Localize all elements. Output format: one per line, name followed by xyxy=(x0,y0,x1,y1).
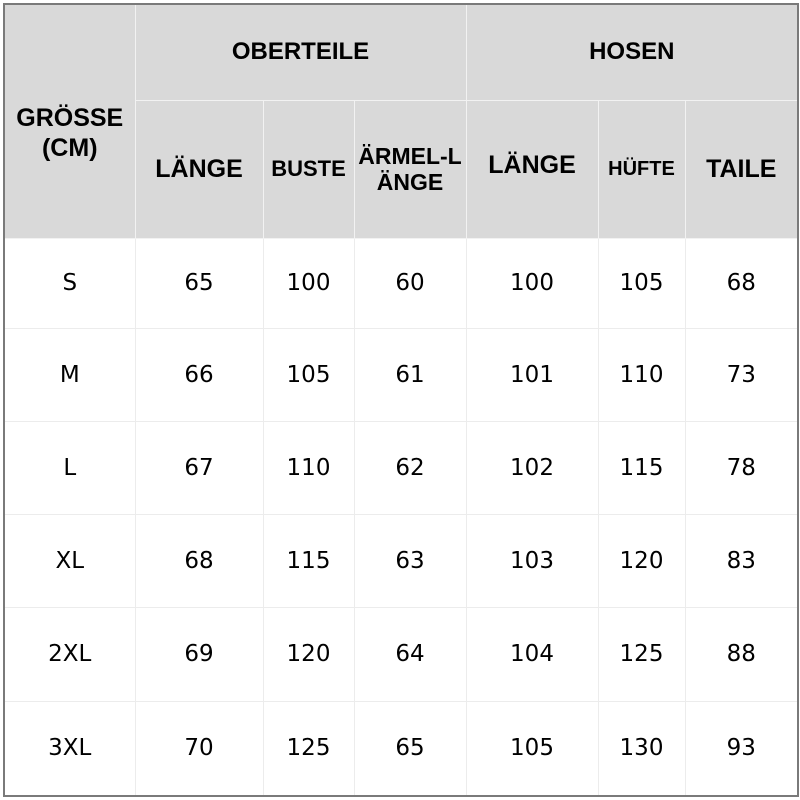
value-cell: 100 xyxy=(262,237,355,329)
value-cell: 70 xyxy=(134,700,264,797)
value-cell: 69 xyxy=(134,606,264,702)
table-row: L 67 110 62 102 115 78 xyxy=(3,420,799,515)
size-chart-table: GRÖSSE (CM) OBERTEILE HOSEN LÄNGE BUSTE … xyxy=(3,3,799,797)
value-cell: 110 xyxy=(597,327,686,422)
value-cell: 83 xyxy=(684,513,799,608)
value-cell: 68 xyxy=(684,237,799,329)
value-cell: 88 xyxy=(684,606,799,702)
value-cell: 105 xyxy=(465,700,599,797)
column-header: ÄRMEL-LÄNGE xyxy=(353,99,467,239)
value-cell: 110 xyxy=(262,420,355,515)
value-cell: 125 xyxy=(262,700,355,797)
value-cell: 100 xyxy=(465,237,599,329)
size-cell: 3XL xyxy=(3,700,136,797)
value-cell: 61 xyxy=(353,327,467,422)
column-header: LÄNGE xyxy=(465,99,599,239)
value-cell: 130 xyxy=(597,700,686,797)
value-cell: 93 xyxy=(684,700,799,797)
value-cell: 65 xyxy=(353,700,467,797)
size-cell: XL xyxy=(3,513,136,608)
size-cell: S xyxy=(3,237,136,329)
table-row: XL 68 115 63 103 120 83 xyxy=(3,513,799,608)
value-cell: 103 xyxy=(465,513,599,608)
size-cell: L xyxy=(3,420,136,515)
value-cell: 78 xyxy=(684,420,799,515)
table-row: 2XL 69 120 64 104 125 88 xyxy=(3,606,799,702)
value-cell: 66 xyxy=(134,327,264,422)
value-cell: 62 xyxy=(353,420,467,515)
value-cell: 64 xyxy=(353,606,467,702)
value-cell: 120 xyxy=(597,513,686,608)
size-cell: 2XL xyxy=(3,606,136,702)
size-cell: M xyxy=(3,327,136,422)
size-column-header: GRÖSSE (CM) xyxy=(3,3,136,239)
column-header: TAILE xyxy=(684,99,799,239)
value-cell: 105 xyxy=(262,327,355,422)
group-header-oberteile: OBERTEILE xyxy=(134,3,467,101)
value-cell: 102 xyxy=(465,420,599,515)
value-cell: 63 xyxy=(353,513,467,608)
column-header: LÄNGE xyxy=(134,99,264,239)
column-header: HÜFTE xyxy=(597,99,686,239)
value-cell: 73 xyxy=(684,327,799,422)
value-cell: 68 xyxy=(134,513,264,608)
column-header: BUSTE xyxy=(262,99,355,239)
value-cell: 67 xyxy=(134,420,264,515)
value-cell: 115 xyxy=(597,420,686,515)
value-cell: 104 xyxy=(465,606,599,702)
group-header-hosen: HOSEN xyxy=(465,3,799,101)
value-cell: 105 xyxy=(597,237,686,329)
value-cell: 115 xyxy=(262,513,355,608)
value-cell: 125 xyxy=(597,606,686,702)
value-cell: 65 xyxy=(134,237,264,329)
table-row: S 65 100 60 100 105 68 xyxy=(3,237,799,329)
value-cell: 60 xyxy=(353,237,467,329)
table-row: 3XL 70 125 65 105 130 93 xyxy=(3,700,799,797)
table-row: M 66 105 61 101 110 73 xyxy=(3,327,799,422)
value-cell: 120 xyxy=(262,606,355,702)
value-cell: 101 xyxy=(465,327,599,422)
